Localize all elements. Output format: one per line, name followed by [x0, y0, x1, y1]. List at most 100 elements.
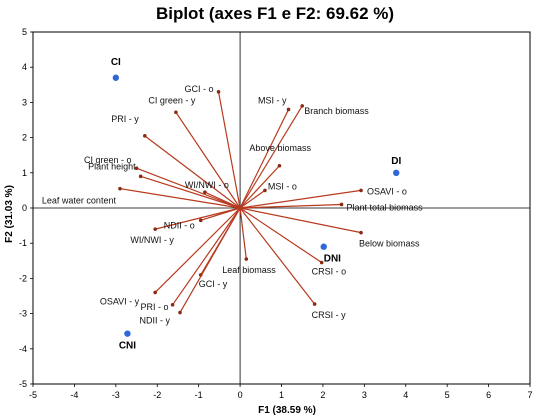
variable-label-msi-y: MSI - y — [258, 95, 287, 105]
vector-ci-green-o — [136, 167, 241, 209]
variable-label-crsi-y: CRSI - y — [312, 310, 347, 320]
vector-tip-pri-y — [143, 134, 147, 138]
vector-tip-ci-green-y — [174, 110, 178, 115]
y-tick-label: -3 — [19, 309, 27, 319]
y-tick-label: -1 — [19, 238, 27, 248]
variable-label-below-biomass: Below biomass — [359, 239, 420, 249]
vector-osavi-y — [154, 207, 241, 293]
y-tick-label: 5 — [22, 27, 27, 37]
vector-ndii-y — [179, 207, 241, 313]
vector-msi-o — [239, 189, 266, 209]
vector-tip-plant-total-biomass — [339, 202, 344, 207]
y-tick-label: 0 — [22, 203, 27, 213]
vector-gci-o — [217, 91, 241, 209]
vector-tip-crsi-y — [312, 302, 317, 306]
x-tick-label: -1 — [195, 390, 203, 400]
x-tick-label: 7 — [527, 390, 532, 400]
x-tick-label: 1 — [279, 390, 284, 400]
y-tick-label: 3 — [22, 97, 27, 107]
zero-axes — [33, 32, 530, 384]
variable-label-pri-o: PRI - o — [141, 302, 169, 312]
x-axis-label: F1 (38.59 %) — [258, 405, 316, 416]
vector-tip-ci-green-o — [134, 166, 139, 171]
vector-tip-wi-nwi-o — [203, 190, 207, 194]
vector-tip-leaf-water-content — [118, 186, 122, 191]
vector-tip-below-biomass — [359, 230, 363, 235]
variable-label-ndii-o: NDII - o — [164, 220, 195, 230]
vector-tip-leaf-biomass — [244, 257, 249, 261]
variable-label-pri-y: PRI - y — [111, 114, 139, 124]
observation-point-cni — [124, 330, 131, 337]
vector-tip-crsi-o — [319, 260, 324, 265]
vector-tip-branch-biomass — [300, 104, 305, 108]
variable-label-ci-green-y: CI green - y — [148, 95, 196, 105]
observation-points: CI DI DNI CNI — [111, 57, 402, 352]
observation-label-cni: CNI — [119, 341, 136, 352]
x-tick-label: 0 — [238, 390, 243, 400]
variable-label-gci-y: GCI - y — [199, 279, 228, 289]
vector-tip-gci-o — [216, 90, 221, 94]
vector-tip-msi-o — [263, 188, 267, 193]
vector-wi-nwi-o — [204, 191, 241, 209]
observation-label-ci: CI — [111, 57, 121, 68]
x-tick-label: -2 — [153, 390, 161, 400]
x-tick-label: 6 — [486, 390, 491, 400]
variable-label-above-biomass: Above biomass — [249, 143, 311, 153]
vector-branch-biomass — [239, 105, 303, 209]
vector-tip-wi-nwi-y — [153, 227, 157, 231]
variable-label-plant-total-biomass: Plant total biomass — [347, 202, 424, 212]
x-tick-label: 5 — [445, 390, 450, 400]
y-tick-label: -5 — [19, 379, 27, 389]
vector-tip-ndii-y — [178, 310, 182, 315]
x-tick-label: 2 — [320, 390, 325, 400]
y-tick-label: 1 — [22, 168, 27, 178]
vector-tip-plant-height — [138, 174, 143, 179]
observation-point-dni — [320, 243, 327, 250]
y-axis-label: F2 (31.03 %) — [4, 185, 15, 243]
vector-ndii-o — [200, 207, 241, 221]
variable-label-wi-nwi-o: WI/NWI - o — [185, 180, 229, 190]
y-tick-label: 2 — [22, 133, 27, 143]
variable-label-ci-green-o: CI green - o — [84, 155, 132, 165]
x-tick-label: -5 — [29, 390, 37, 400]
x-tick-label: -3 — [112, 390, 120, 400]
vector-msi-y — [239, 109, 290, 209]
vector-tip-osavi-y — [153, 290, 157, 295]
vector-pri-y — [144, 135, 241, 209]
vector-tip-ndii-o — [198, 218, 203, 223]
x-tick-label: 4 — [403, 390, 408, 400]
vector-pri-o — [172, 207, 241, 306]
y-tick-label: -2 — [19, 273, 27, 283]
variable-label-wi-nwi-y: WI/NWI - y — [130, 235, 174, 245]
vector-below-biomass — [239, 207, 362, 234]
observation-label-dni: DNI — [324, 254, 341, 265]
variable-label-ndii-y: NDII - y — [140, 316, 171, 326]
variable-label-leaf-biomass: Leaf biomass — [222, 265, 276, 275]
variable-label-branch-biomass: Branch biomass — [304, 106, 369, 116]
observation-point-di — [393, 169, 400, 176]
vector-tip-osavi-o — [359, 188, 363, 193]
variable-label-gci-o: GCI - o — [185, 84, 214, 94]
variable-label-osavi-y: OSAVI - y — [100, 296, 140, 306]
variable-label-plant-height: Plant height — [88, 161, 136, 171]
x-tick-label: 3 — [362, 390, 367, 400]
vector-leaf-water-content — [119, 188, 241, 209]
observation-label-di: DI — [391, 156, 401, 167]
vector-plant-total-biomass — [240, 203, 342, 209]
vector-ci-green-y — [175, 111, 241, 209]
vector-crsi-o — [239, 207, 323, 264]
variable-label-osavi-o: OSAVI - o — [367, 186, 407, 196]
chart-title: Biplot (axes F1 e F2: 69.62 %) — [155, 4, 395, 23]
vector-tip-msi-y — [286, 107, 291, 112]
variable-label-leaf-water-content: Leaf water content — [42, 196, 117, 206]
vector-osavi-o — [239, 189, 362, 209]
vector-tip-pri-o — [170, 303, 175, 307]
vector-tip-above-biomass — [277, 163, 282, 168]
variable-label-msi-o: MSI - o — [268, 181, 297, 191]
y-tick-label: 4 — [22, 62, 27, 72]
y-tick-label: -4 — [19, 344, 27, 354]
observation-point-ci — [112, 74, 120, 81]
vector-leaf-biomass — [239, 207, 247, 260]
